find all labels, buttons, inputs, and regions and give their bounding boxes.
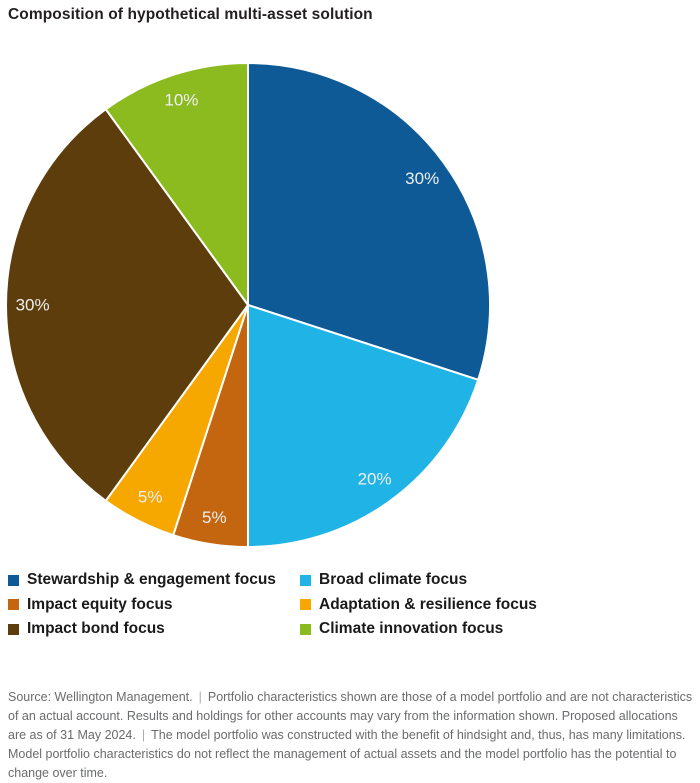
legend-swatch-icon [300,623,311,635]
footnote-source: Source: Wellington Management. [8,690,193,704]
chart-title: Composition of hypothetical multi-asset … [8,6,373,23]
legend-swatch-icon [300,574,311,586]
pie-slice-6 [104,62,249,306]
pie-slice-label: 30% [405,169,439,188]
legend-label: Impact bond focus [27,620,165,638]
legend-item-6: Climate innovation focus [300,620,692,638]
legend-swatch-icon [8,599,19,611]
legend-label: Broad climate focus [319,571,468,589]
pie-slice-label: 10% [164,91,198,110]
footnote-disclosure-1: Portfolio characteristics shown are thos… [8,690,693,742]
legend-label: Stewardship & engagement focus [27,571,276,589]
pie-slice-label: 5% [202,508,227,527]
legend-swatch-icon [300,599,311,611]
pie-chart: 30% 20% 5% 5% 30% 10% [5,62,492,548]
legend-swatch-icon [8,623,19,635]
pie-slice-1 [247,62,492,381]
pie-slice-label: 5% [138,487,163,506]
legend-label: Impact equity focus [27,595,173,613]
pie-slice-label: 20% [358,470,392,489]
legend-item-5: Impact bond focus [8,620,300,638]
legend-item-1: Stewardship & engagement focus [8,571,300,589]
legend-swatch-icon [8,574,19,586]
source-footnote: Source: Wellington Management. | Portfolio… [8,688,696,783]
pie-slice-2 [247,304,480,548]
footnote-separator: | [198,690,202,704]
pie-slice-label: 30% [16,296,50,315]
legend-item-4: Adaptation & resilience focus [300,596,692,614]
pie-slice-5 [5,108,249,502]
footnote-disclosure-2: The model portfolio was constructed with… [8,728,686,780]
legend-item-2: Broad climate focus [300,571,692,589]
legend-item-3: Impact equity focus [8,596,300,614]
legend-label: Adaptation & resilience focus [319,595,537,613]
footnote-separator: | [141,728,146,742]
legend-label: Climate innovation focus [319,620,504,638]
chart-legend: Stewardship & engagement focus Broad clim… [8,568,692,642]
